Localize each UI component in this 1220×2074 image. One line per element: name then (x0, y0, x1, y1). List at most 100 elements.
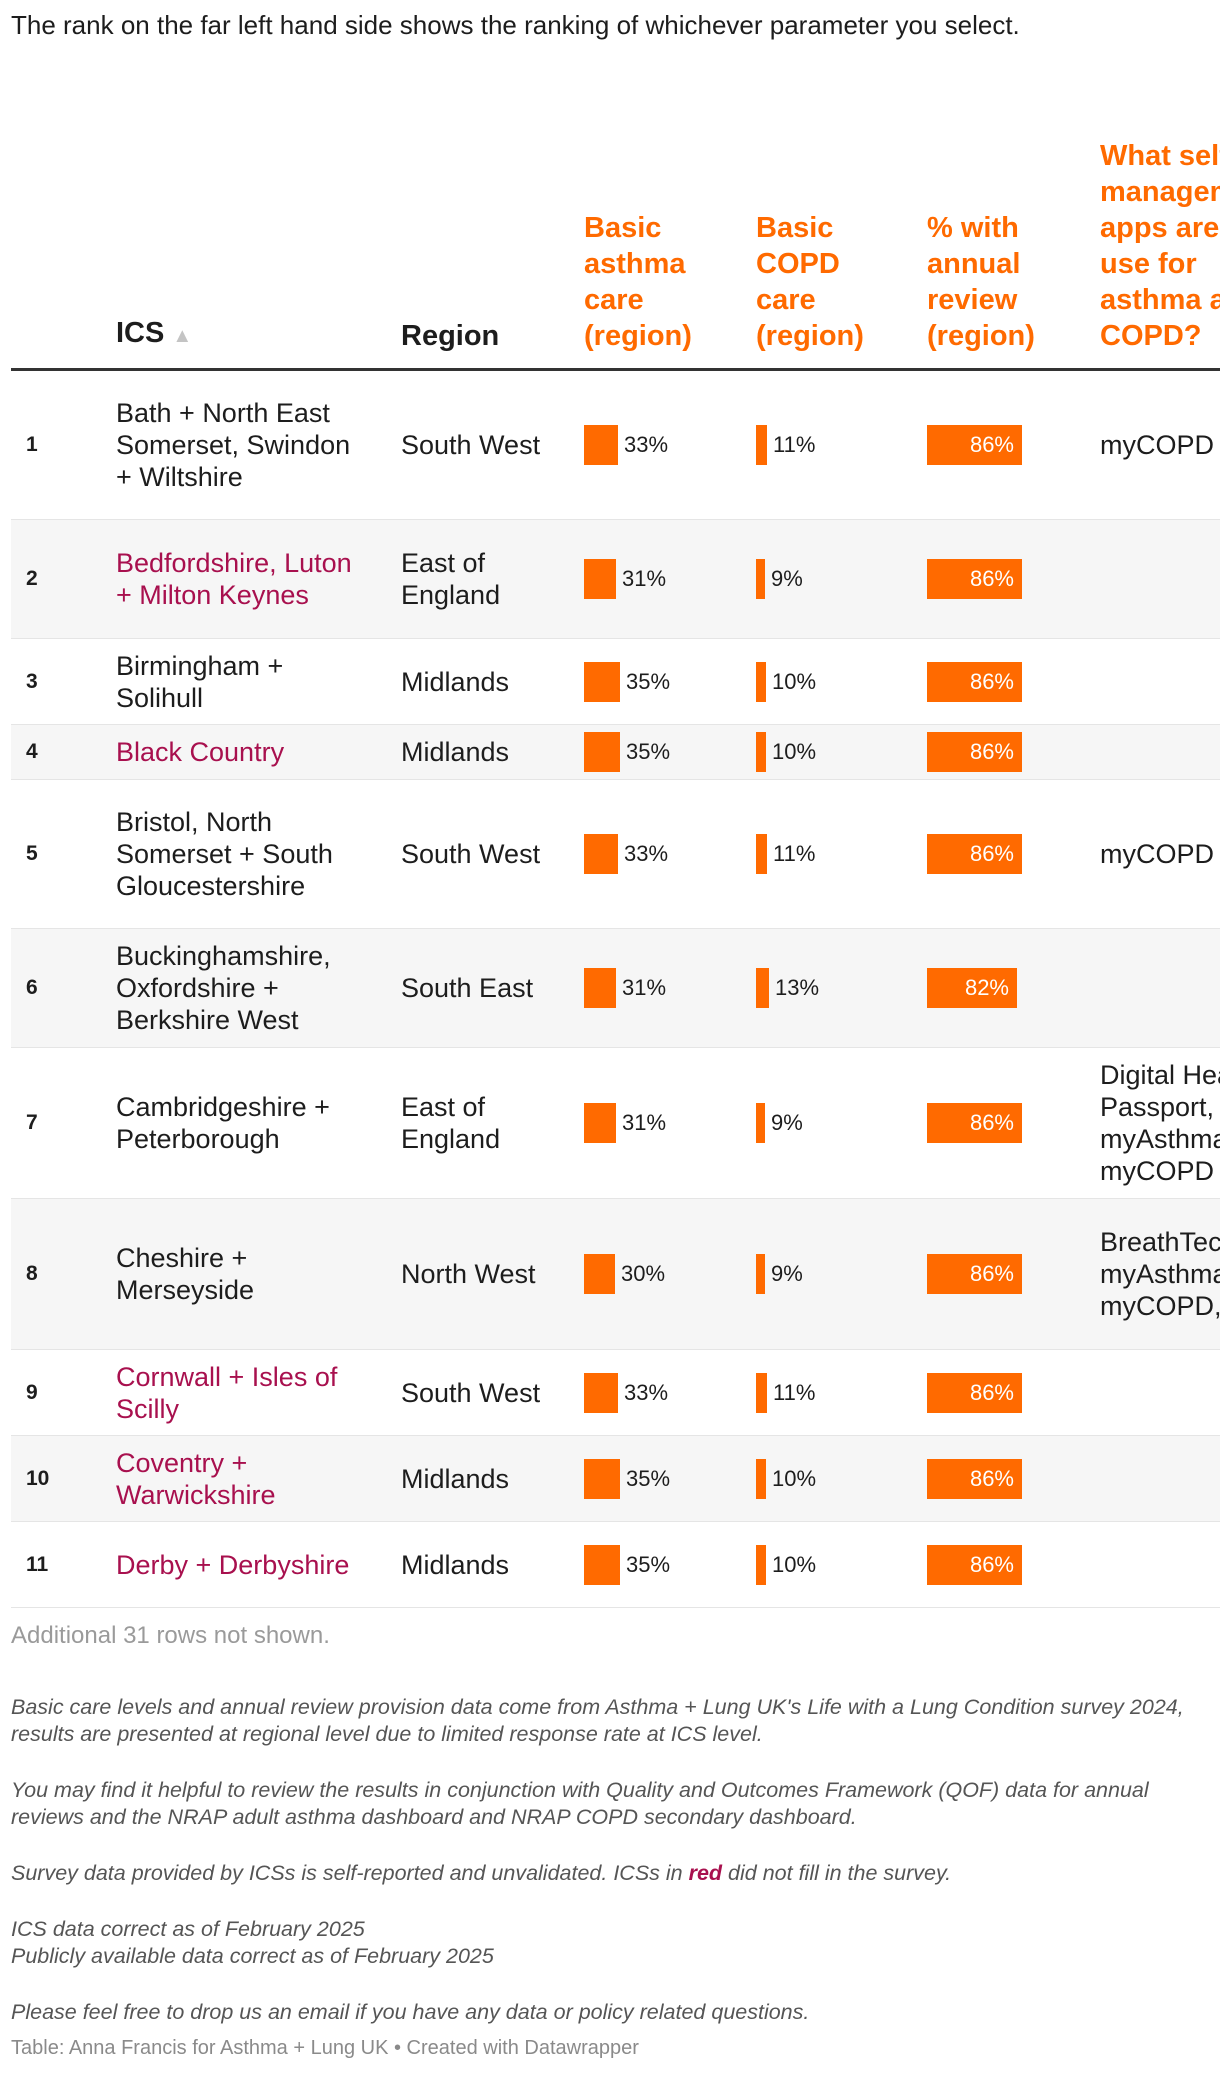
annual-review-cell: 86% (927, 725, 1022, 779)
bar-value-label: 86% (969, 1261, 1014, 1286)
asthma-care-cell: 30% (584, 1199, 734, 1349)
asthma-care-cell: 35% (584, 725, 734, 779)
note-dates: ICS data correct as of February 2025 Publ… (11, 1916, 1206, 1970)
rank-cell: 3 (26, 669, 38, 693)
header-copd-care[interactable]: Basic COPD care (region) (756, 212, 864, 352)
bar-value-label: 11% (773, 432, 816, 457)
annual-review-cell: 86% (927, 1199, 1022, 1349)
bar (584, 661, 620, 702)
bar (756, 559, 765, 599)
notes: Basic care levels and annual review prov… (11, 1694, 1206, 2055)
bar: 86% (927, 1544, 1022, 1585)
region-cell: East of England (401, 1092, 501, 1154)
apps-cell (1100, 1350, 1220, 1435)
bar-value-label: 86% (969, 1551, 1014, 1577)
header-ics-label: ICS (116, 317, 165, 349)
bar (584, 732, 620, 772)
annual-review-cell: 86% (927, 1350, 1022, 1435)
ics-name-cell: Cornwall + Isles of Scilly (116, 1361, 338, 1424)
table-body: 1 Bath + North East Somerset, Swindon + W… (11, 371, 1220, 1608)
bar (584, 834, 618, 874)
bar-value-label: 86% (969, 668, 1014, 694)
ics-name-cell: Coventry + Warwickshire (116, 1447, 276, 1510)
header-apps[interactable]: What self management apps are in use for… (1100, 140, 1220, 352)
bar-value-label: 35% (626, 1465, 671, 1491)
bar (756, 1103, 765, 1143)
rank-cell: 5 (26, 842, 38, 865)
bar-value-label: 10% (772, 668, 817, 694)
apps-cell: Digital Health Passport, myAsthma, myCOP… (1100, 1060, 1220, 1186)
bar-value-label: 86% (969, 1110, 1014, 1135)
region-cell: Midlands (401, 1463, 510, 1494)
bar-value-label: 86% (969, 841, 1014, 866)
annual-review-cell: 86% (927, 780, 1022, 928)
bar: 86% (927, 1103, 1022, 1143)
copd-care-cell: 9% (756, 520, 906, 638)
table-row: 1 Bath + North East Somerset, Swindon + W… (11, 371, 1220, 520)
copd-care-cell: 10% (756, 725, 906, 779)
region-cell: Midlands (401, 666, 510, 697)
copd-care-cell: 9% (756, 1199, 906, 1349)
copd-care-cell: 10% (756, 639, 906, 724)
apps-cell (1100, 929, 1220, 1047)
bar-value-label: 33% (624, 841, 669, 866)
bar-value-label: 33% (624, 432, 669, 457)
apps-cell (1100, 520, 1220, 638)
asthma-care-cell: 35% (584, 1436, 734, 1521)
bar: 86% (927, 559, 1022, 599)
table-row: 5 Bristol, North Somerset + South Glouces… (11, 780, 1220, 929)
table-row: 3 Birmingham + Solihull Midlands 35% 10% 86% (11, 639, 1220, 725)
bar-value-label: 35% (626, 668, 671, 694)
sort-ascending-icon[interactable]: ▲ (172, 325, 193, 347)
copd-care-cell: 11% (756, 780, 906, 928)
note-survey-before: Survey data provided by ICSs is self-rep… (11, 1861, 689, 1885)
bar (584, 1458, 620, 1499)
apps-cell (1100, 725, 1220, 779)
bar (584, 1103, 616, 1143)
region-cell: South West (401, 430, 541, 460)
asthma-care-cell: 33% (584, 780, 734, 928)
copd-care-cell: 13% (756, 929, 906, 1047)
region-cell: South West (401, 1377, 541, 1408)
bar-value-label: 10% (772, 1465, 817, 1491)
rank-cell: 10 (26, 1466, 50, 1490)
table-row: 10 Coventry + Warwickshire Midlands 35% 10% 8… (11, 1436, 1220, 1522)
ics-name-cell: Cambridgeshire + Peterborough (116, 1092, 330, 1154)
asthma-care-cell: 33% (584, 1350, 734, 1435)
region-cell: East of England (401, 548, 501, 610)
bar-value-label: 10% (772, 1551, 817, 1577)
annual-review-cell: 86% (927, 1436, 1022, 1521)
bar: 86% (927, 1458, 1022, 1499)
table-row: 6 Buckinghamshire, Oxfordshire + Berkshir… (11, 929, 1220, 1048)
region-cell: Midlands (401, 737, 510, 767)
header-region[interactable]: Region (401, 320, 500, 352)
bar-value-label: 86% (969, 566, 1014, 591)
bar (584, 1372, 618, 1413)
bar-value-label: 35% (626, 1551, 671, 1577)
bar-value-label: 31% (622, 566, 667, 591)
table-row: 11 Derby + Derbyshire Midlands 35% 10% 86% (11, 1522, 1220, 1608)
rank-cell: 7 (26, 1111, 38, 1134)
header-ics[interactable]: ICS ▲ (116, 315, 192, 354)
header-asthma-care[interactable]: Basic asthma care (region) (584, 212, 692, 352)
table-header: ICS ▲ Region Basic asthma care (region) B… (11, 130, 1220, 371)
rows-not-shown-text: Additional 31 rows not shown. (11, 1622, 330, 1649)
bar-value-label: 86% (969, 1379, 1014, 1405)
bar-value-label: 9% (771, 1110, 803, 1135)
annual-review-cell: 86% (927, 371, 1022, 519)
copd-care-cell: 10% (756, 1436, 906, 1521)
bar-value-label: 86% (969, 739, 1014, 764)
ics-name-cell: Bath + North East Somerset, Swindon + Wi… (116, 398, 351, 492)
bar-value-label: 13% (775, 975, 820, 1000)
apps-cell: BreathTec, myAsthma, myCOPD, other (1100, 1227, 1220, 1321)
table-row: 2 Bedfordshire, Luton + Milton Keynes East… (11, 520, 1220, 639)
intro-text: The rank on the far left hand side shows… (11, 10, 1020, 40)
ics-name-cell: Bedfordshire, Luton + Milton Keynes (116, 548, 352, 610)
annual-review-cell: 86% (927, 1522, 1022, 1607)
header-annual-review[interactable]: % with annual review (region) (927, 212, 1035, 352)
note-ics-date: ICS data correct as of February 2025 (11, 1917, 365, 1941)
region-cell: South East (401, 973, 534, 1003)
apps-cell (1100, 1522, 1220, 1607)
ics-name-cell: Black Country (116, 737, 285, 767)
annual-review-cell: 82% (927, 929, 1017, 1047)
